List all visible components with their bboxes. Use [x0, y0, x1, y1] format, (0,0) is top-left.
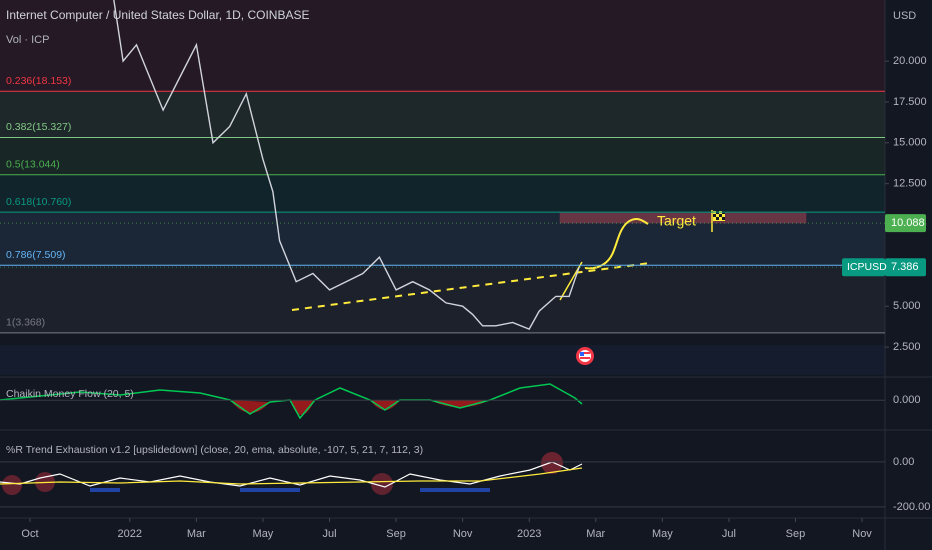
- price-tag-label: 10.088: [891, 217, 925, 229]
- fib-band: [0, 174, 885, 213]
- wr-plot: [0, 452, 583, 495]
- fib-label: 0.5(13.044): [6, 159, 60, 171]
- y-tick-label: 12.500: [893, 178, 927, 190]
- y-tick-label: 15.000: [893, 137, 927, 149]
- x-tick-label: May: [652, 528, 673, 540]
- y-tick-label: 17.500: [893, 96, 927, 108]
- price-tag-box: [885, 258, 926, 277]
- fib-label: 0.786(7.509): [6, 249, 66, 261]
- wr-title: %R Trend Exhaustion v1.2 [upslidedown] (…: [6, 444, 423, 456]
- x-tick-label: 2023: [517, 528, 541, 540]
- x-tick-label: 2022: [118, 528, 142, 540]
- symbol-tag-label: ICPUSD: [847, 261, 887, 273]
- fib-band: [0, 91, 885, 138]
- volume-label: Vol · ICP: [6, 34, 49, 46]
- x-tick-label: Sep: [386, 528, 406, 540]
- indicator-tick-label: 0.000: [893, 394, 921, 406]
- volume-bars: [0, 345, 885, 375]
- fib-band: [0, 0, 885, 92]
- fib-label: 1(3.368): [6, 317, 45, 329]
- volume-area: [0, 345, 885, 375]
- y-tick-label: 2.500: [893, 341, 921, 353]
- flag-badge-icon: [576, 347, 594, 365]
- fib-band: [0, 212, 885, 266]
- y-tick-label: 5.000: [893, 300, 921, 312]
- price-tag-box: [885, 214, 926, 233]
- x-tick-label: Jul: [322, 528, 336, 540]
- x-tick-label: Oct: [21, 528, 38, 540]
- x-tick-label: Nov: [852, 528, 872, 540]
- price-tag-label: 7.386: [891, 261, 919, 273]
- trendline: [291, 262, 651, 311]
- fib-label: 0.382(15.327): [6, 121, 71, 133]
- x-tick-label: Sep: [786, 528, 806, 540]
- fib-bands: [0, 0, 885, 333]
- fib-band: [0, 137, 885, 175]
- y-tick-label: 20.000: [893, 55, 927, 67]
- symbol-tag-box: [842, 258, 885, 277]
- currency-label: USD: [893, 10, 916, 22]
- indicator-tick-label: 0.00: [893, 456, 914, 468]
- target-zone: [559, 212, 807, 224]
- price-line: [113, 0, 580, 330]
- chart-title: Internet Computer / United States Dollar…: [6, 8, 309, 22]
- x-tick-label: Mar: [187, 528, 206, 540]
- fib-label: 0.618(10.760): [6, 196, 71, 208]
- projection-path: [584, 217, 649, 270]
- x-tick-label: Nov: [453, 528, 473, 540]
- cmf-title: Chaikin Money Flow (20, 5): [6, 388, 134, 400]
- fib-band: [0, 265, 885, 333]
- x-tick-label: May: [253, 528, 274, 540]
- target-label: Target: [657, 213, 696, 229]
- x-tick-label: Mar: [586, 528, 605, 540]
- x-tick-label: Jul: [722, 528, 736, 540]
- fib-label: 0.236(18.153): [6, 75, 71, 87]
- indicator-tick-label: -200.00: [893, 501, 930, 513]
